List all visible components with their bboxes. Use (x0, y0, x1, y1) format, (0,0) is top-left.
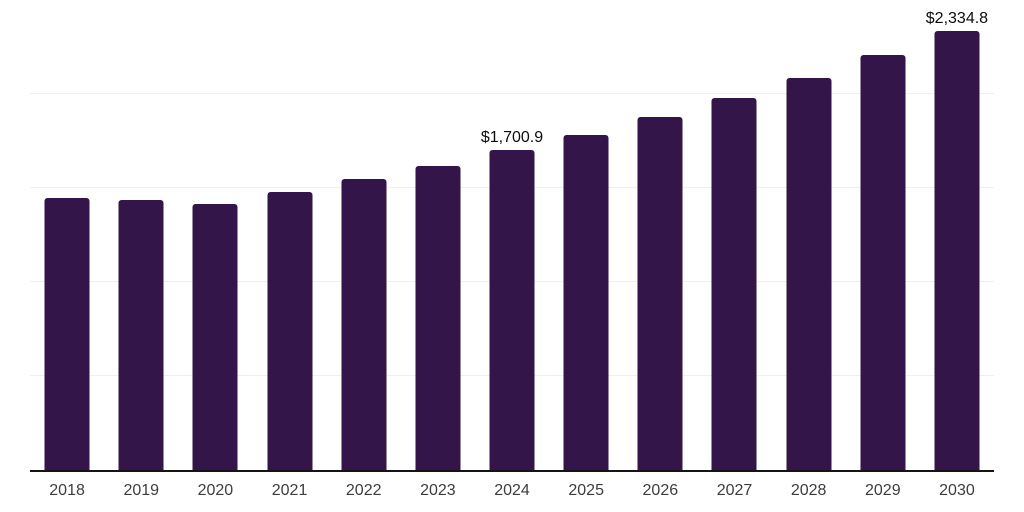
x-tick-2019: 2019 (123, 482, 160, 499)
bar-2029[interactable] (860, 55, 906, 470)
bar-2023[interactable] (415, 166, 461, 470)
x-axis-labels: 2018 2019 2020 2021 2022 2023 2024 2025 2026 2027… (30, 481, 994, 500)
x-tick-2026: 2026 (642, 482, 679, 499)
x-tick-2027: 2027 (716, 482, 753, 499)
bar-2019[interactable] (118, 199, 164, 470)
gridline-2000 (30, 93, 994, 94)
bar-2028[interactable] (786, 78, 832, 470)
x-tick-2024: 2024 (494, 482, 530, 499)
data-label-2024: $1,700.9 (480, 129, 544, 147)
x-tick-2021: 2021 (271, 482, 308, 499)
x-tick-2030: 2030 (939, 482, 975, 499)
bar-2027[interactable] (711, 97, 757, 470)
bar-2021[interactable] (267, 192, 313, 470)
bar-2024[interactable] (489, 150, 535, 470)
bars-layer: $1,700.9 $2,334.8 (30, 0, 994, 470)
bar-2030[interactable] (934, 31, 980, 470)
bar-2020[interactable] (192, 203, 238, 470)
bar-2022[interactable] (341, 178, 387, 470)
plot-area: $1,700.9 $2,334.8 (30, 0, 994, 472)
x-tick-2028: 2028 (790, 482, 827, 499)
x-tick-2018: 2018 (49, 482, 85, 499)
bar-2018[interactable] (44, 197, 90, 470)
x-tick-2025: 2025 (568, 482, 604, 499)
x-tick-2023: 2023 (420, 482, 456, 499)
bar-2025[interactable] (563, 134, 609, 470)
x-tick-2022: 2022 (345, 482, 382, 499)
x-tick-2020: 2020 (197, 482, 234, 499)
bar-2026[interactable] (637, 117, 683, 470)
data-label-2030: $2,334.8 (925, 10, 989, 28)
x-tick-2029: 2029 (865, 482, 901, 499)
